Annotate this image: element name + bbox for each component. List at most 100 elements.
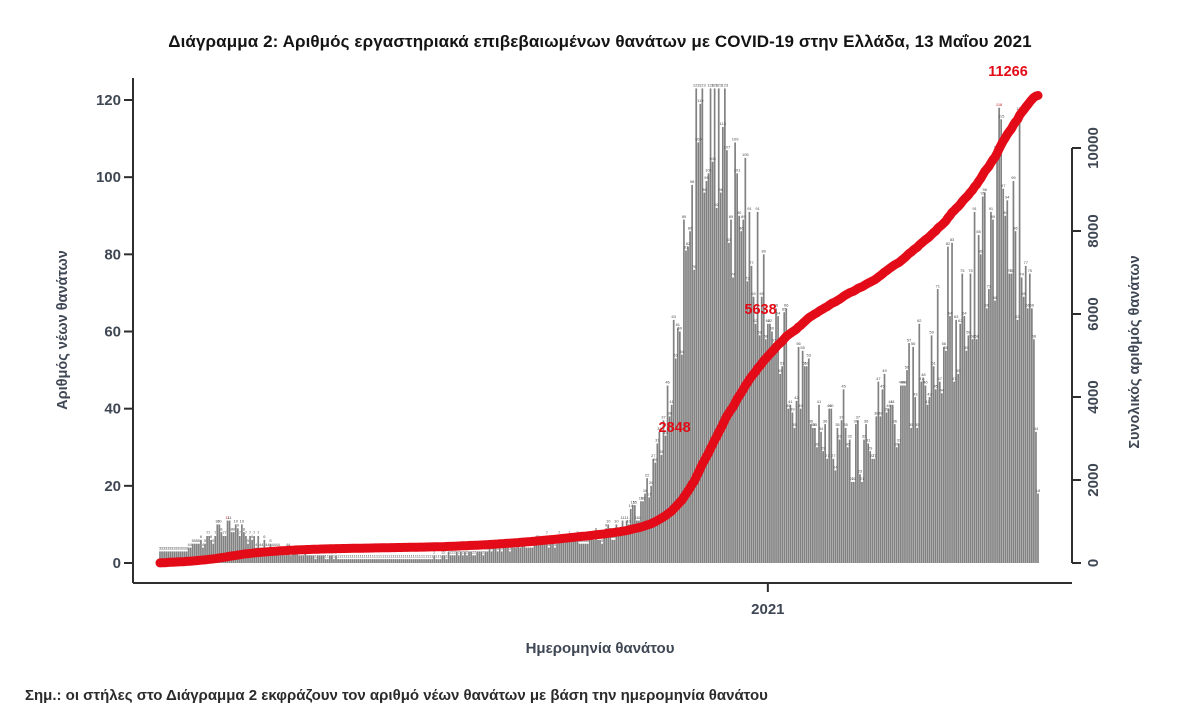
bar-value-label: 4 — [271, 542, 274, 547]
bar — [556, 543, 558, 563]
bar — [926, 404, 929, 563]
bar — [1035, 431, 1037, 563]
bar — [728, 242, 730, 563]
right-tick-label: 2000 — [1085, 463, 1102, 496]
bar-value-label: 75 — [1028, 268, 1033, 273]
bar — [423, 559, 425, 563]
bar-value-label: 95 — [981, 191, 986, 196]
bar — [861, 481, 863, 563]
bar — [521, 543, 524, 563]
bar-value-label: 91 — [755, 206, 760, 211]
bar-value-label: 8 — [220, 526, 223, 531]
bar — [224, 535, 227, 563]
bar — [300, 555, 303, 563]
bar — [572, 539, 575, 563]
bar-value-label: 10 — [606, 519, 611, 524]
bar-value-label: 2 — [474, 549, 477, 554]
bar — [431, 559, 434, 563]
bar-value-label: 35 — [792, 422, 797, 427]
left-tick-label: 120 — [96, 92, 121, 109]
bar-value-label: 118 — [996, 102, 1003, 107]
bar-value-label: 62 — [753, 318, 758, 323]
bar — [613, 539, 616, 563]
bar-value-label: 1 — [392, 553, 395, 558]
bar-value-label: 63 — [671, 314, 676, 319]
bar — [924, 385, 927, 563]
bar — [869, 451, 872, 563]
bar-value-label: 10 — [215, 519, 220, 524]
bar-value-label: 35 — [835, 422, 840, 427]
bar-value-label: 113 — [720, 121, 727, 126]
bars-layer — [159, 88, 1039, 564]
bar-value-label: 1 — [378, 553, 381, 558]
bar — [570, 539, 573, 563]
bar — [208, 535, 210, 563]
bar-value-label: 1 — [404, 553, 407, 558]
bar — [161, 551, 163, 563]
bar — [306, 555, 309, 563]
bar — [697, 142, 700, 564]
bar-value-label: 4 — [202, 542, 205, 547]
bar-value-label: 1 — [366, 553, 369, 558]
bar-value-label: 31 — [866, 438, 871, 443]
bar — [601, 543, 603, 563]
bar — [492, 547, 495, 563]
bar-value-label: 71 — [935, 283, 940, 288]
bar — [648, 497, 650, 563]
bar — [867, 443, 869, 563]
left-tick-label: 20 — [104, 478, 121, 495]
bar — [621, 520, 624, 563]
bar — [789, 404, 792, 563]
bar — [484, 551, 487, 563]
bar-value-label: 1 — [427, 553, 430, 558]
bar — [906, 370, 908, 563]
bar-value-label: 89 — [991, 214, 996, 219]
bar — [900, 385, 902, 563]
bar — [832, 458, 835, 563]
bar-value-label: 64 — [776, 310, 781, 315]
bar-value-label: 46 — [901, 380, 906, 385]
bar-value-label: 48 — [921, 372, 926, 377]
bar-value-label: 1 — [333, 553, 336, 558]
bar — [310, 555, 313, 563]
bar — [848, 439, 851, 563]
bar-value-label: 41 — [788, 399, 793, 404]
bar-value-label: 1 — [372, 553, 375, 558]
bar — [449, 555, 452, 563]
bar-value-label: 1 — [343, 553, 346, 558]
bar-value-label: 22 — [645, 472, 650, 477]
bar — [1014, 231, 1017, 563]
bar-value-label: 21 — [850, 476, 855, 481]
bar-value-label: 55 — [800, 345, 805, 350]
bar-value-label: 46 — [923, 380, 928, 385]
bar — [750, 265, 753, 563]
bar-value-label: 66 — [985, 303, 990, 308]
bar — [1006, 200, 1009, 564]
bar — [1026, 308, 1029, 563]
bar — [345, 559, 348, 563]
bar-value-label: 35 — [813, 422, 818, 427]
bar — [816, 447, 818, 563]
bar-value-label: 1 — [325, 553, 328, 558]
bar — [994, 300, 996, 563]
bar — [918, 323, 921, 563]
bar-value-label: 3 — [175, 546, 178, 551]
bar-value-label: 98 — [690, 179, 695, 184]
bar-value-label: 92 — [714, 202, 719, 207]
bar-value-label: 1 — [376, 553, 379, 558]
bar-value-label: 58 — [764, 333, 769, 338]
bar — [554, 547, 556, 563]
bar — [685, 250, 687, 563]
bar-value-label: 39 — [884, 407, 889, 412]
bar — [322, 555, 325, 563]
bar-value-label: 27 — [825, 453, 830, 458]
bar-value-label: 27 — [872, 453, 877, 458]
bar — [198, 543, 200, 563]
bar-value-label: 6 — [251, 534, 254, 539]
bar-value-label: 62 — [768, 318, 773, 323]
bar-value-label: 45 — [880, 384, 885, 389]
bar — [457, 555, 460, 563]
bar — [578, 543, 581, 563]
bar-value-label: 46 — [899, 380, 904, 385]
bar — [392, 559, 395, 563]
